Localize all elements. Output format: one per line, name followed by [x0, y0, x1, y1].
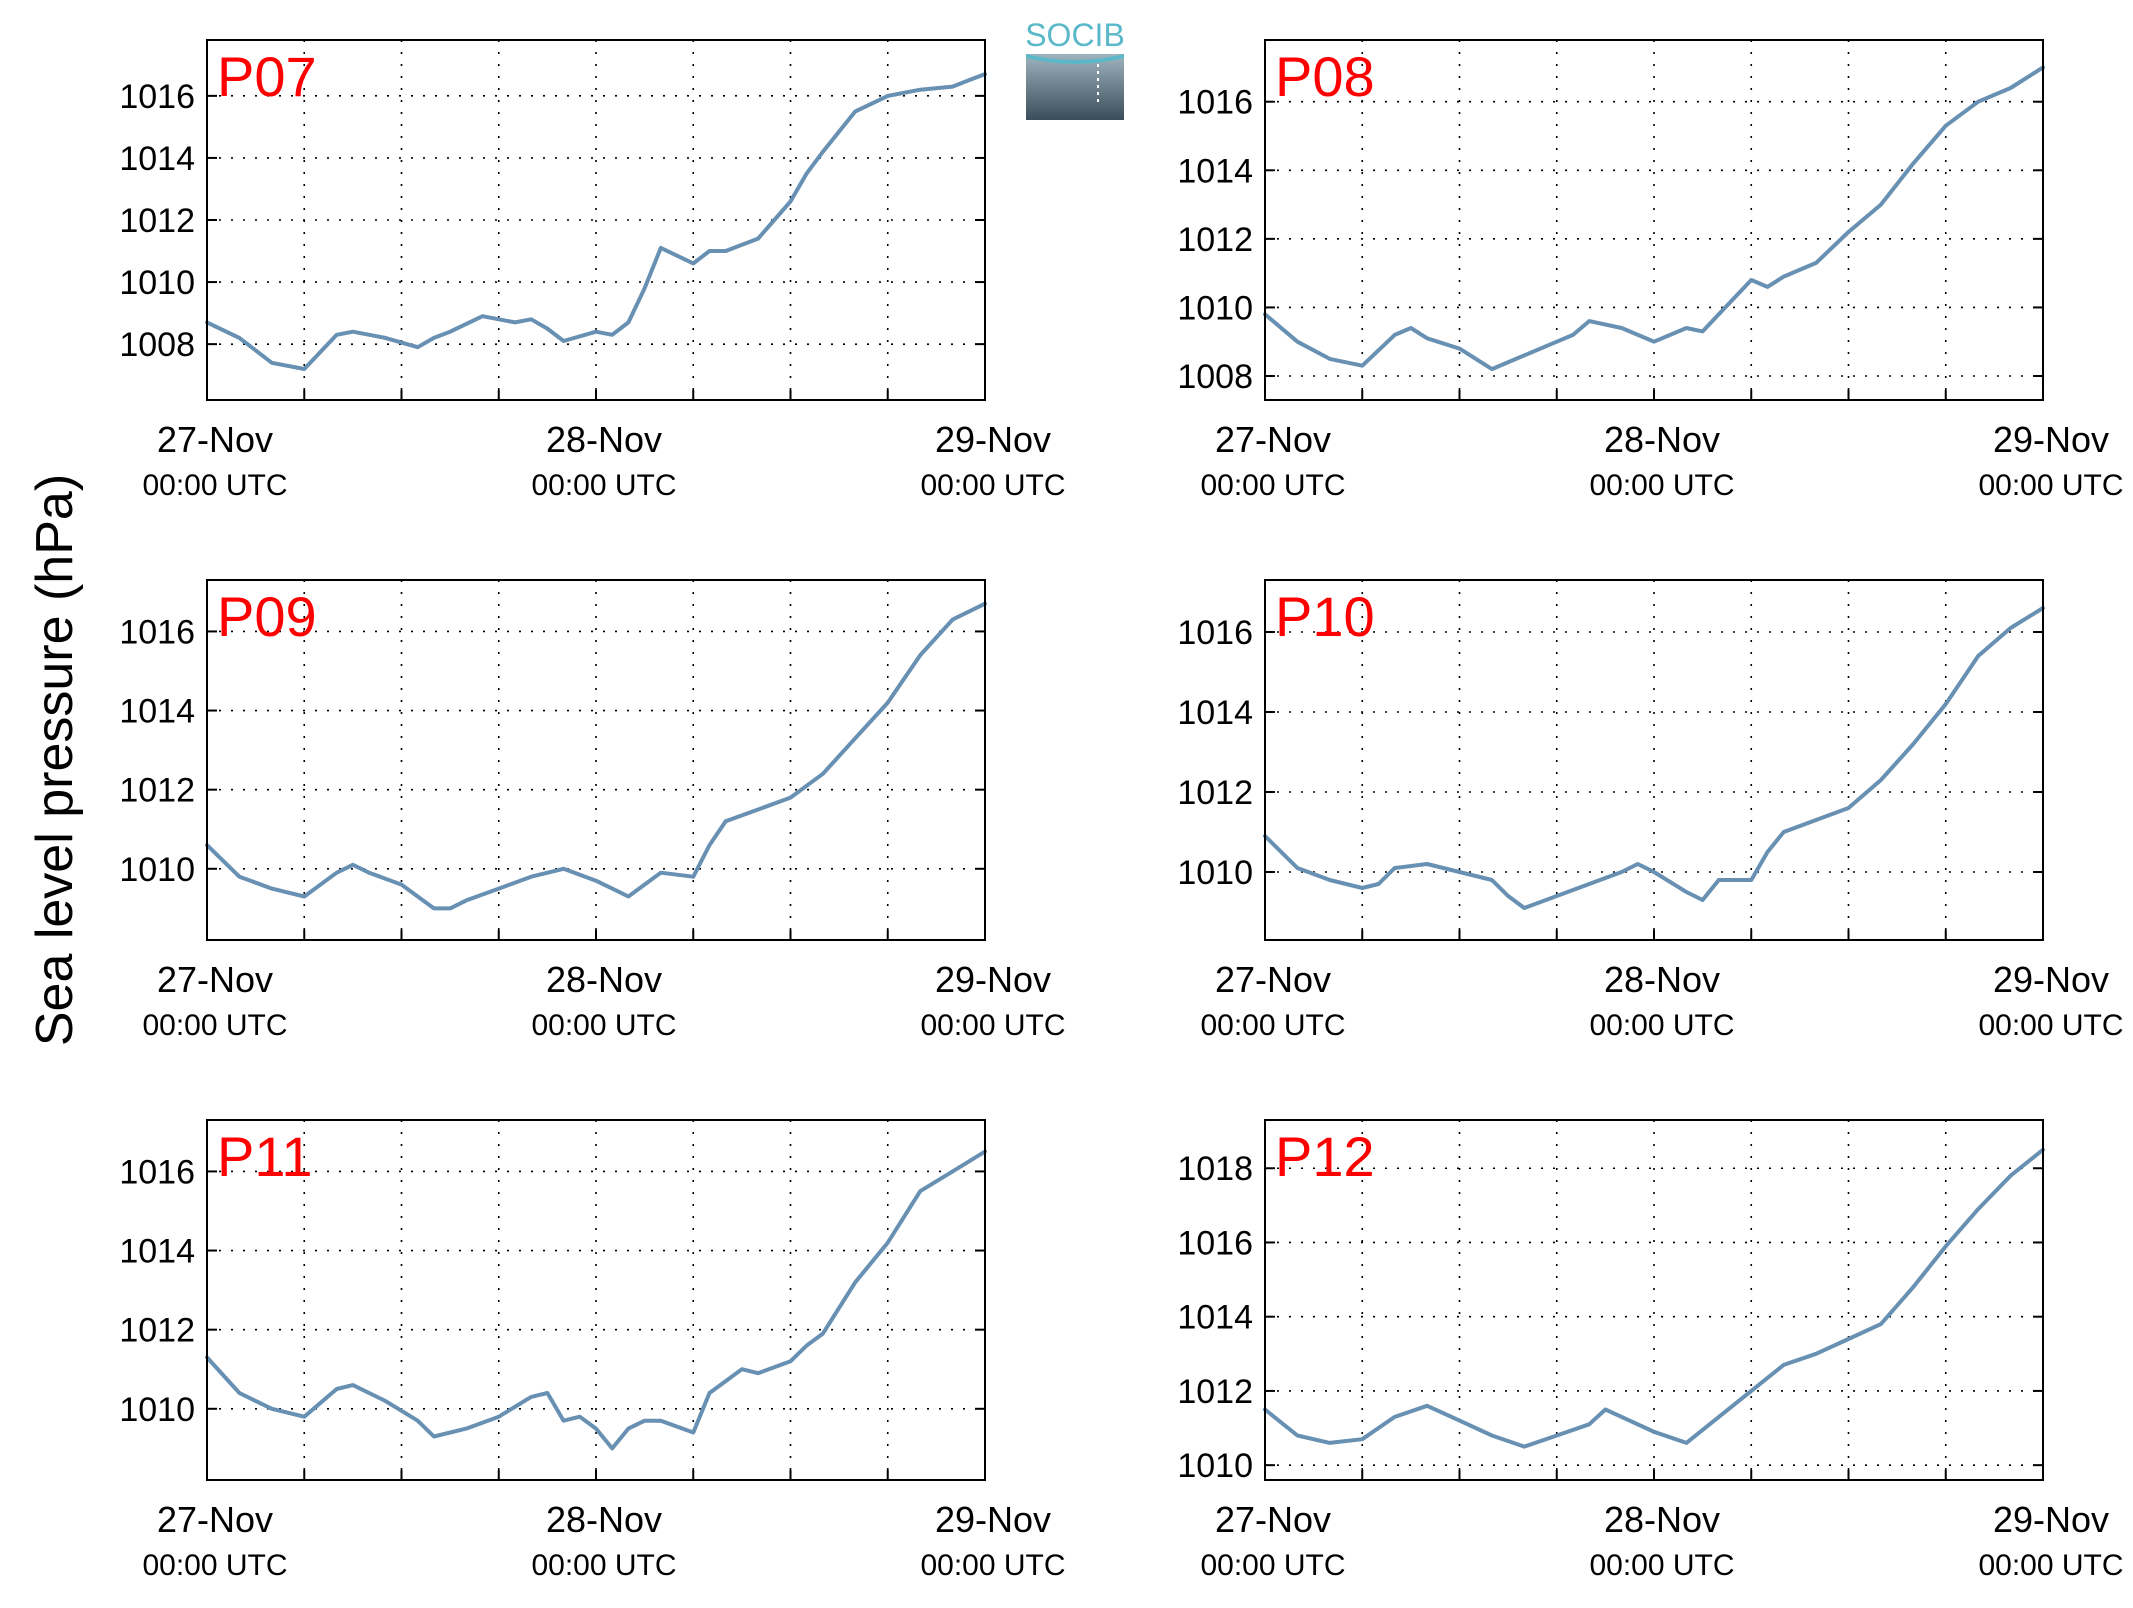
station-label: P07 [217, 45, 317, 108]
x-tick-date-label: 28-Nov [546, 1499, 662, 1540]
station-label: P11 [217, 1125, 312, 1188]
y-tick-label: 1012 [119, 202, 195, 240]
y-tick-label: 1010 [119, 264, 195, 302]
y-tick-label: 1010 [119, 851, 195, 889]
x-tick-date-label: 29-Nov [1993, 959, 2109, 1000]
y-tick-label: 1014 [119, 693, 195, 731]
x-tick-date-label: 27-Nov [1215, 419, 1331, 460]
station-label: P08 [1275, 45, 1375, 108]
x-tick-time-label: 00:00 UTC [531, 1009, 676, 1042]
y-tick-label: 1016 [1177, 1224, 1253, 1262]
y-tick-label: 1012 [119, 772, 195, 810]
chart-panel-p11: 1010 1012 1014 1016 27-Nov 00:00 UTC 28-Nov 00:… [119, 1119, 1066, 1582]
x-tick-time-label: 00:00 UTC [1589, 469, 1734, 502]
axes-frame [1264, 579, 2044, 941]
x-tick-date-label: 28-Nov [1604, 419, 1720, 460]
y-tick-label: 1012 [119, 1312, 195, 1350]
x-tick-time-label: 00:00 UTC [1200, 469, 1345, 502]
x-tick-time-label: 00:00 UTC [142, 469, 287, 502]
y-tick-label: 1010 [1177, 854, 1253, 892]
series-line-p07 [205, 72, 987, 371]
x-tick-date-label: 29-Nov [1993, 419, 2109, 460]
x-tick-time-label: 00:00 UTC [142, 1549, 287, 1582]
x-tick-time-label: 00:00 UTC [1978, 1009, 2123, 1042]
y-tick-label: 1016 [1177, 614, 1253, 652]
x-tick-date-label: 29-Nov [1993, 1499, 2109, 1540]
x-tick-date-label: 27-Nov [157, 959, 273, 1000]
axes-frame [1264, 39, 2044, 401]
x-tick-date-label: 27-Nov [1215, 1499, 1331, 1540]
y-tick-label: 1016 [119, 1153, 195, 1191]
x-tick-time-label: 00:00 UTC [1978, 1549, 2123, 1582]
chart-panel-p08: 1008 1010 1012 1014 1016 27-Nov 00:00 UTC 28-No… [1177, 39, 2124, 502]
chart-panel-p12: 1010 1012 1014 1016 1018 27-Nov 00:00 UTC 28-No… [1177, 1119, 2124, 1582]
axes-frame [206, 1119, 986, 1481]
series-line-p08 [1263, 65, 2045, 372]
y-tick-label: 1014 [119, 140, 195, 178]
station-label: P12 [1275, 1125, 1375, 1188]
axes-frame [1264, 1119, 2044, 1481]
chart-panel-p09: 1010 1012 1014 1016 27-Nov 00:00 UTC 28-Nov 00:… [119, 579, 1066, 1042]
y-tick-label: 1008 [119, 326, 195, 364]
x-tick-date-label: 27-Nov [1215, 959, 1331, 1000]
axes-frame [206, 39, 986, 401]
y-tick-label: 1008 [1177, 358, 1253, 396]
y-tick-label: 1014 [119, 1233, 195, 1271]
x-tick-date-label: 29-Nov [935, 1499, 1051, 1540]
axes-frame [206, 579, 986, 941]
y-tick-label: 1016 [1177, 84, 1253, 122]
y-tick-label: 1014 [1177, 152, 1253, 190]
y-tick-label: 1012 [1177, 1373, 1253, 1411]
x-tick-time-label: 00:00 UTC [1589, 1009, 1734, 1042]
x-tick-time-label: 00:00 UTC [1978, 469, 2123, 502]
y-tick-label: 1012 [1177, 221, 1253, 259]
x-tick-time-label: 00:00 UTC [920, 1009, 1065, 1042]
x-tick-time-label: 00:00 UTC [920, 469, 1065, 502]
series-line-p12 [1263, 1147, 2045, 1449]
x-tick-date-label: 27-Nov [157, 1499, 273, 1540]
series-line-p09 [205, 601, 987, 911]
x-tick-time-label: 00:00 UTC [531, 469, 676, 502]
x-tick-time-label: 00:00 UTC [1200, 1009, 1345, 1042]
x-tick-date-label: 28-Nov [546, 419, 662, 460]
x-tick-time-label: 00:00 UTC [142, 1009, 287, 1042]
socib-logo: SOCIB [1025, 17, 1125, 120]
x-tick-date-label: 27-Nov [157, 419, 273, 460]
x-tick-date-label: 28-Nov [1604, 959, 1720, 1000]
series-line-p10 [1263, 606, 2045, 910]
logo-text: SOCIB [1025, 17, 1125, 53]
y-tick-label: 1012 [1177, 774, 1253, 812]
chart-panel-p10: 1010 1012 1014 1016 27-Nov 00:00 UTC 28-Nov 00:… [1177, 579, 2124, 1042]
x-tick-date-label: 28-Nov [546, 959, 662, 1000]
y-tick-label: 1010 [119, 1391, 195, 1429]
y-tick-label: 1016 [119, 613, 195, 651]
chart-panel-p07: 1008 1010 1012 1014 1016 27-Nov 00:00 UTC 28-No… [119, 39, 1066, 502]
y-tick-label: 1016 [119, 78, 195, 116]
x-tick-time-label: 00:00 UTC [1589, 1549, 1734, 1582]
x-tick-date-label: 29-Nov [935, 959, 1051, 1000]
x-tick-time-label: 00:00 UTC [920, 1549, 1065, 1582]
y-axis-label: Sea level pressure (hPa) [26, 474, 84, 1046]
x-tick-time-label: 00:00 UTC [531, 1549, 676, 1582]
station-label: P09 [217, 585, 317, 648]
y-tick-label: 1010 [1177, 289, 1253, 327]
series-line-p11 [205, 1149, 987, 1451]
x-tick-date-label: 28-Nov [1604, 1499, 1720, 1540]
y-tick-label: 1014 [1177, 694, 1253, 732]
x-tick-date-label: 29-Nov [935, 419, 1051, 460]
station-label: P10 [1275, 585, 1375, 648]
y-tick-label: 1014 [1177, 1299, 1253, 1337]
y-tick-label: 1010 [1177, 1447, 1253, 1485]
x-tick-time-label: 00:00 UTC [1200, 1549, 1345, 1582]
y-tick-label: 1018 [1177, 1150, 1253, 1188]
